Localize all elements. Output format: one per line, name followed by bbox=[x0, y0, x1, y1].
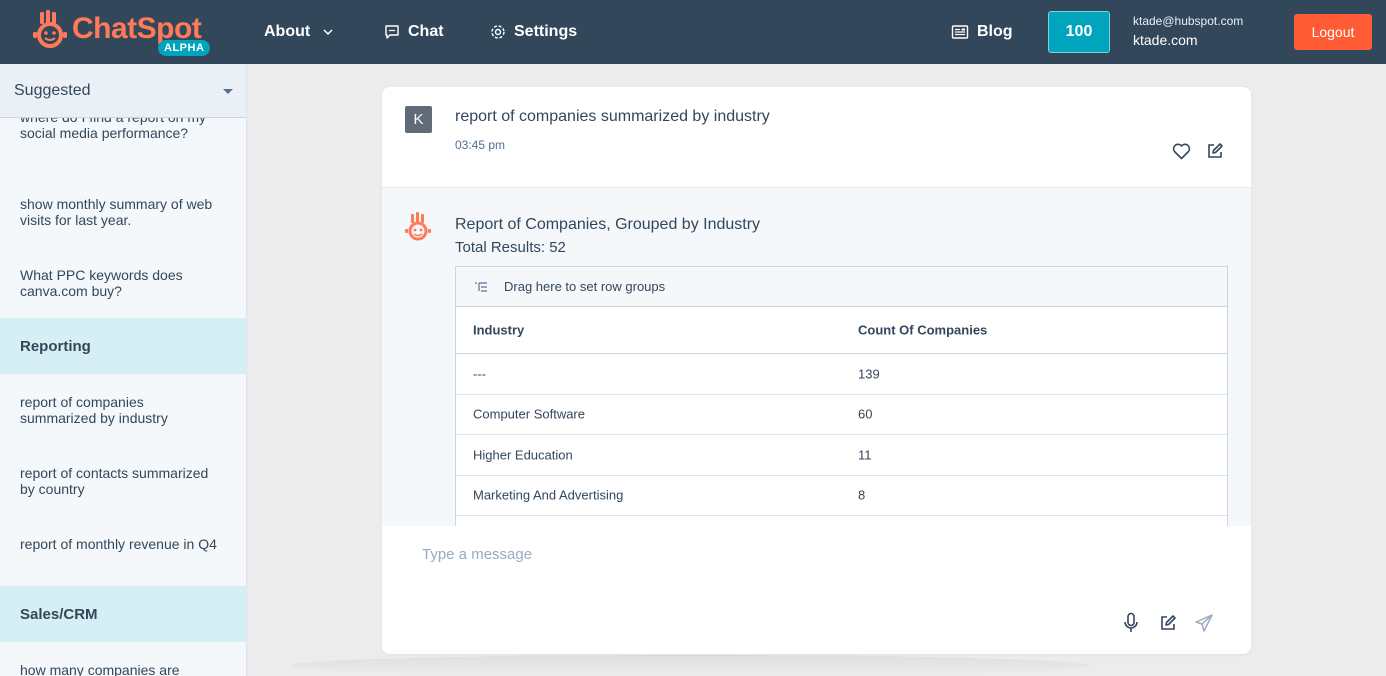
sprocket-logo-icon bbox=[33, 10, 67, 48]
card-shadow bbox=[290, 655, 1090, 676]
chatspot-bot-avatar-icon bbox=[405, 212, 431, 241]
message-input[interactable] bbox=[422, 542, 1122, 566]
user-message-time: 03:45 pm bbox=[455, 138, 506, 152]
send-icon bbox=[1195, 614, 1213, 632]
sidebar-item-companies-by-industry[interactable]: report of companies summarized by indust… bbox=[20, 394, 168, 426]
report-title: Report of Companies, Grouped by Industry bbox=[455, 216, 761, 233]
account-email: ktade@hubspot.com bbox=[1133, 14, 1244, 28]
sidebar-section-reporting: Reporting bbox=[0, 318, 246, 374]
edit-message-button[interactable] bbox=[1204, 140, 1226, 162]
row-group-hint: Drag here to set row groups bbox=[504, 279, 666, 294]
user-message-text: report of companies summarized by indust… bbox=[455, 108, 770, 125]
sidebar-item-monthly-revenue[interactable]: report of monthly revenue in Q4 bbox=[20, 536, 217, 552]
column-header-count[interactable]: Count Of Companies bbox=[858, 322, 988, 338]
account-info: ktade@hubspot.com ktade.com bbox=[1133, 14, 1243, 48]
caret-down-icon bbox=[223, 89, 233, 94]
user-avatar: K bbox=[405, 106, 432, 133]
gear-icon bbox=[491, 25, 505, 39]
compose-edit-button[interactable] bbox=[1156, 611, 1180, 635]
nav-chat[interactable]: Chat bbox=[384, 0, 444, 64]
row-group-icon bbox=[475, 281, 487, 292]
user-message: K report of companies summarized by indu… bbox=[382, 87, 1251, 188]
cell-industry: Computer Software bbox=[473, 406, 585, 422]
chat-bubble-icon bbox=[385, 25, 399, 39]
cell-count: 139 bbox=[858, 366, 880, 382]
microphone-icon bbox=[1124, 612, 1138, 632]
table-row[interactable]: Higher Education 11 bbox=[456, 435, 1227, 476]
chevron-down-icon bbox=[323, 29, 333, 36]
sidebar-item-ppc-keywords[interactable]: What PPC keywords does canva.com buy? bbox=[20, 267, 183, 299]
sidebar-item-companies-count[interactable]: how many companies are bbox=[20, 662, 180, 676]
cell-count: 8 bbox=[858, 487, 866, 503]
row-group-drop-zone[interactable]: Drag here to set row groups bbox=[456, 267, 1227, 307]
logout-button[interactable]: Logout bbox=[1294, 14, 1372, 50]
cell-count: 11 bbox=[858, 447, 872, 463]
nav-settings[interactable]: Settings bbox=[490, 0, 577, 64]
cell-count: 60 bbox=[858, 406, 873, 422]
account-domain: ktade.com bbox=[1133, 32, 1198, 48]
nav-about[interactable]: About bbox=[264, 0, 334, 64]
sidebar-item-contacts-by-country[interactable]: report of contacts summarized by country bbox=[20, 465, 209, 497]
table-row[interactable]: Marketing And Advertising 8 bbox=[456, 476, 1227, 516]
report-grid: Drag here to set row groups Industry Cou… bbox=[455, 266, 1228, 536]
nav-blog-label: Blog bbox=[977, 23, 1013, 40]
sidebar-item-web-visits[interactable]: show monthly summary of web visits for l… bbox=[20, 196, 213, 228]
edit-icon bbox=[1161, 615, 1176, 630]
suggestion-category-select[interactable]: Suggested bbox=[0, 64, 246, 118]
sidebar-section-sales-crm: Sales/CRM bbox=[0, 586, 246, 642]
voice-input-button[interactable] bbox=[1119, 611, 1143, 635]
report-total: Total Results: 52 bbox=[455, 239, 566, 256]
chat-panel: K report of companies summarized by indu… bbox=[382, 87, 1251, 654]
nav-settings-label: Settings bbox=[514, 23, 578, 40]
brand-name: ChatSpot bbox=[72, 12, 202, 45]
message-composer bbox=[382, 526, 1251, 654]
bot-message: Report of Companies, Grouped by Industry… bbox=[382, 188, 1251, 536]
chatspot-logo[interactable]: ChatSpot ALPHA bbox=[32, 6, 222, 58]
table-row[interactable]: Computer Software 60 bbox=[456, 395, 1227, 435]
send-button[interactable] bbox=[1192, 611, 1216, 635]
edit-icon bbox=[1208, 143, 1223, 158]
column-header-industry[interactable]: Industry bbox=[473, 322, 525, 338]
alpha-badge: ALPHA bbox=[158, 40, 211, 56]
nav-about-label: About bbox=[264, 23, 311, 40]
heart-icon bbox=[1172, 143, 1190, 159]
nav-chat-label: Chat bbox=[408, 23, 444, 40]
cell-industry: Marketing And Advertising bbox=[473, 487, 624, 503]
top-navigation-bar: ChatSpot ALPHA About Chat Settings Blog bbox=[0, 0, 1386, 64]
newspaper-icon bbox=[951, 25, 969, 39]
cell-industry: --- bbox=[473, 366, 486, 382]
like-button[interactable] bbox=[1170, 140, 1192, 162]
nav-blog[interactable]: Blog bbox=[951, 0, 1013, 64]
suggestion-category-value: Suggested bbox=[14, 81, 91, 99]
table-row[interactable]: --- 139 bbox=[456, 354, 1227, 395]
cell-industry: Higher Education bbox=[473, 447, 573, 463]
sidebar: Suggested where do I find a report on my… bbox=[0, 64, 247, 676]
credits-counter[interactable]: 100 bbox=[1048, 11, 1110, 53]
grid-header-row: Industry Count Of Companies bbox=[456, 307, 1227, 354]
